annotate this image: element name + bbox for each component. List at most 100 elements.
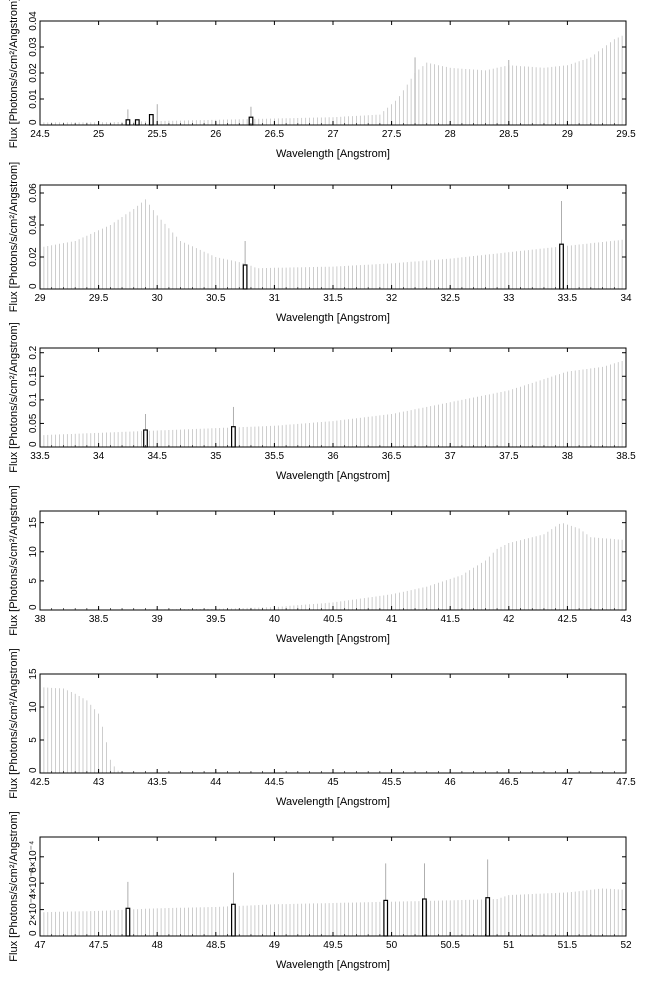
x-tick-label: 37.5 [499, 451, 519, 462]
data-point-bar [559, 243, 564, 290]
x-tick-label: 38.5 [89, 614, 109, 625]
x-tick-label: 31 [269, 293, 281, 304]
panel-3: 33.5 34 34.5 35 35.5 36 36.5 37 37.5 38 38.5 0 0.05 0… [8, 322, 636, 482]
x-tick-label: 25 [93, 129, 105, 140]
y-axis-label: Flux [Photons/s/cm²/Angstrom] [8, 322, 20, 472]
y-axis-label: Flux [Photons/s/cm²/Angstrom] [8, 0, 20, 148]
y-tick-label: 6×10⁻⁴ [28, 841, 39, 873]
x-tick-label: 51 [503, 940, 515, 951]
panel-4: 38 38.5 39 39.5 40 40.5 41 41.5 42 42.5 43 0 5 10 15 Wa… [8, 485, 632, 645]
x-tick-label: 37 [445, 451, 457, 462]
x-tick-label: 42.5 [30, 777, 50, 788]
y-axis-label: Flux [Photons/s/cm²/Angstrom] [8, 648, 20, 798]
x-tick-label: 44.5 [265, 777, 285, 788]
x-tick-label: 49.5 [323, 940, 343, 951]
x-tick-label: 38 [34, 614, 46, 625]
data-point-bar [422, 898, 427, 937]
y-tick-label: 0.02 [28, 247, 39, 267]
x-tick-label: 43.5 [147, 777, 167, 788]
x-tick-label: 47 [34, 940, 46, 951]
y-tick-label: 0.01 [28, 89, 39, 109]
x-tick-label: 51.5 [558, 940, 578, 951]
x-tick-label: 46 [445, 777, 457, 788]
x-axis-label: Wavelength [Angstrom] [276, 470, 390, 482]
y-tick-label: 0.15 [28, 366, 39, 386]
x-tick-label: 40 [269, 614, 281, 625]
x-tick-label: 41 [386, 614, 398, 625]
x-tick-label: 47.5 [616, 777, 636, 788]
panel-2: 29 29.5 30 30.5 31 31.5 32 32.5 33 33.5 34 0 0.02 0.0… [8, 162, 632, 324]
y-tick-label: 4×10⁻⁴ [28, 867, 39, 899]
x-tick-label: 46.5 [499, 777, 519, 788]
data-point-bar [383, 899, 389, 937]
x-tick-label: 36 [327, 451, 339, 462]
x-tick-label: 24.5 [30, 129, 50, 140]
x-tick-label: 40.5 [323, 614, 343, 625]
y-tick-label: 0.2 [28, 345, 39, 359]
data-point-bar [125, 119, 131, 126]
x-tick-label: 36.5 [382, 451, 402, 462]
y-axis-label: Flux [Photons/s/cm²/Angstrom] [8, 162, 20, 312]
y-tick-label: 0 [28, 930, 39, 936]
y-tick-label: 0 [28, 767, 39, 773]
x-axis-label: Wavelength [Angstrom] [276, 148, 390, 160]
data-point-bar [242, 264, 248, 290]
x-tick-label: 50 [386, 940, 398, 951]
x-tick-label: 47 [562, 777, 574, 788]
y-tick-label: 5 [28, 737, 39, 743]
x-tick-label: 29 [562, 129, 574, 140]
x-tick-label: 28 [445, 129, 457, 140]
x-tick-label: 47.5 [89, 940, 109, 951]
x-tick-label: 38 [562, 451, 574, 462]
x-tick-label: 42.5 [558, 614, 578, 625]
x-tick-label: 32.5 [440, 293, 460, 304]
x-tick-label: 39.5 [206, 614, 226, 625]
x-tick-label: 34.5 [147, 451, 167, 462]
x-tick-label: 34 [93, 451, 105, 462]
data-point-bar [143, 429, 148, 448]
data-point-bar [231, 426, 236, 448]
x-tick-label: 34 [620, 293, 632, 304]
y-tick-label: 5 [28, 578, 39, 584]
x-tick-label: 30.5 [206, 293, 226, 304]
x-tick-label: 29.5 [89, 293, 109, 304]
x-tick-label: 31.5 [323, 293, 343, 304]
y-tick-label: 0.02 [28, 63, 39, 83]
x-tick-label: 29 [34, 293, 46, 304]
data-point-bar [485, 897, 491, 937]
data-point-bar [134, 119, 140, 126]
y-axis-label: Flux [Photons/s/cm²/Angstrom] [8, 811, 20, 961]
y-tick-label: 0.03 [28, 37, 39, 57]
x-tick-label: 28.5 [499, 129, 519, 140]
x-axis-label: Wavelength [Angstrom] [276, 633, 390, 645]
y-tick-label: 0 [28, 604, 39, 610]
y-tick-label: 0.1 [28, 392, 39, 406]
x-tick-label: 35 [210, 451, 222, 462]
y-tick-label: 0 [28, 119, 39, 125]
data-point-bar [231, 903, 236, 937]
y-tick-label: 0 [28, 441, 39, 447]
y-tick-label: 0.04 [28, 215, 39, 235]
y-tick-label: 0.06 [28, 183, 39, 203]
x-tick-label: 27 [327, 129, 339, 140]
y-axis-label: Flux [Photons/s/cm²/Angstrom] [8, 485, 20, 635]
panel-6: 47 47.5 48 48.5 49 49.5 50 50.5 51 51.5 52 0 2×10⁻⁴4… [8, 811, 632, 971]
x-tick-label: 44 [210, 777, 222, 788]
x-tick-label: 45 [327, 777, 339, 788]
y-tick-label: 10 [28, 701, 39, 713]
x-tick-label: 25.5 [147, 129, 167, 140]
x-tick-label: 43 [93, 777, 105, 788]
x-tick-label: 42 [503, 614, 515, 625]
x-axis-label: Wavelength [Angstrom] [276, 959, 390, 971]
x-tick-label: 38.5 [616, 451, 636, 462]
x-tick-label: 27.5 [382, 129, 402, 140]
y-tick-label: 15 [28, 668, 39, 680]
x-tick-label: 26.5 [265, 129, 285, 140]
x-tick-label: 26 [210, 129, 222, 140]
panel-5: 42.5 43 43.5 44 44.5 45 45.5 46 46.5 47 47.5 0 5 10 15… [8, 648, 636, 808]
x-tick-label: 39 [152, 614, 164, 625]
panel-1: 24.5 25 25.5 26 26.5 27 27.5 28 28.5 29 29.5 0 0.01 0… [8, 0, 636, 160]
y-tick-label: 0.04 [28, 11, 39, 31]
